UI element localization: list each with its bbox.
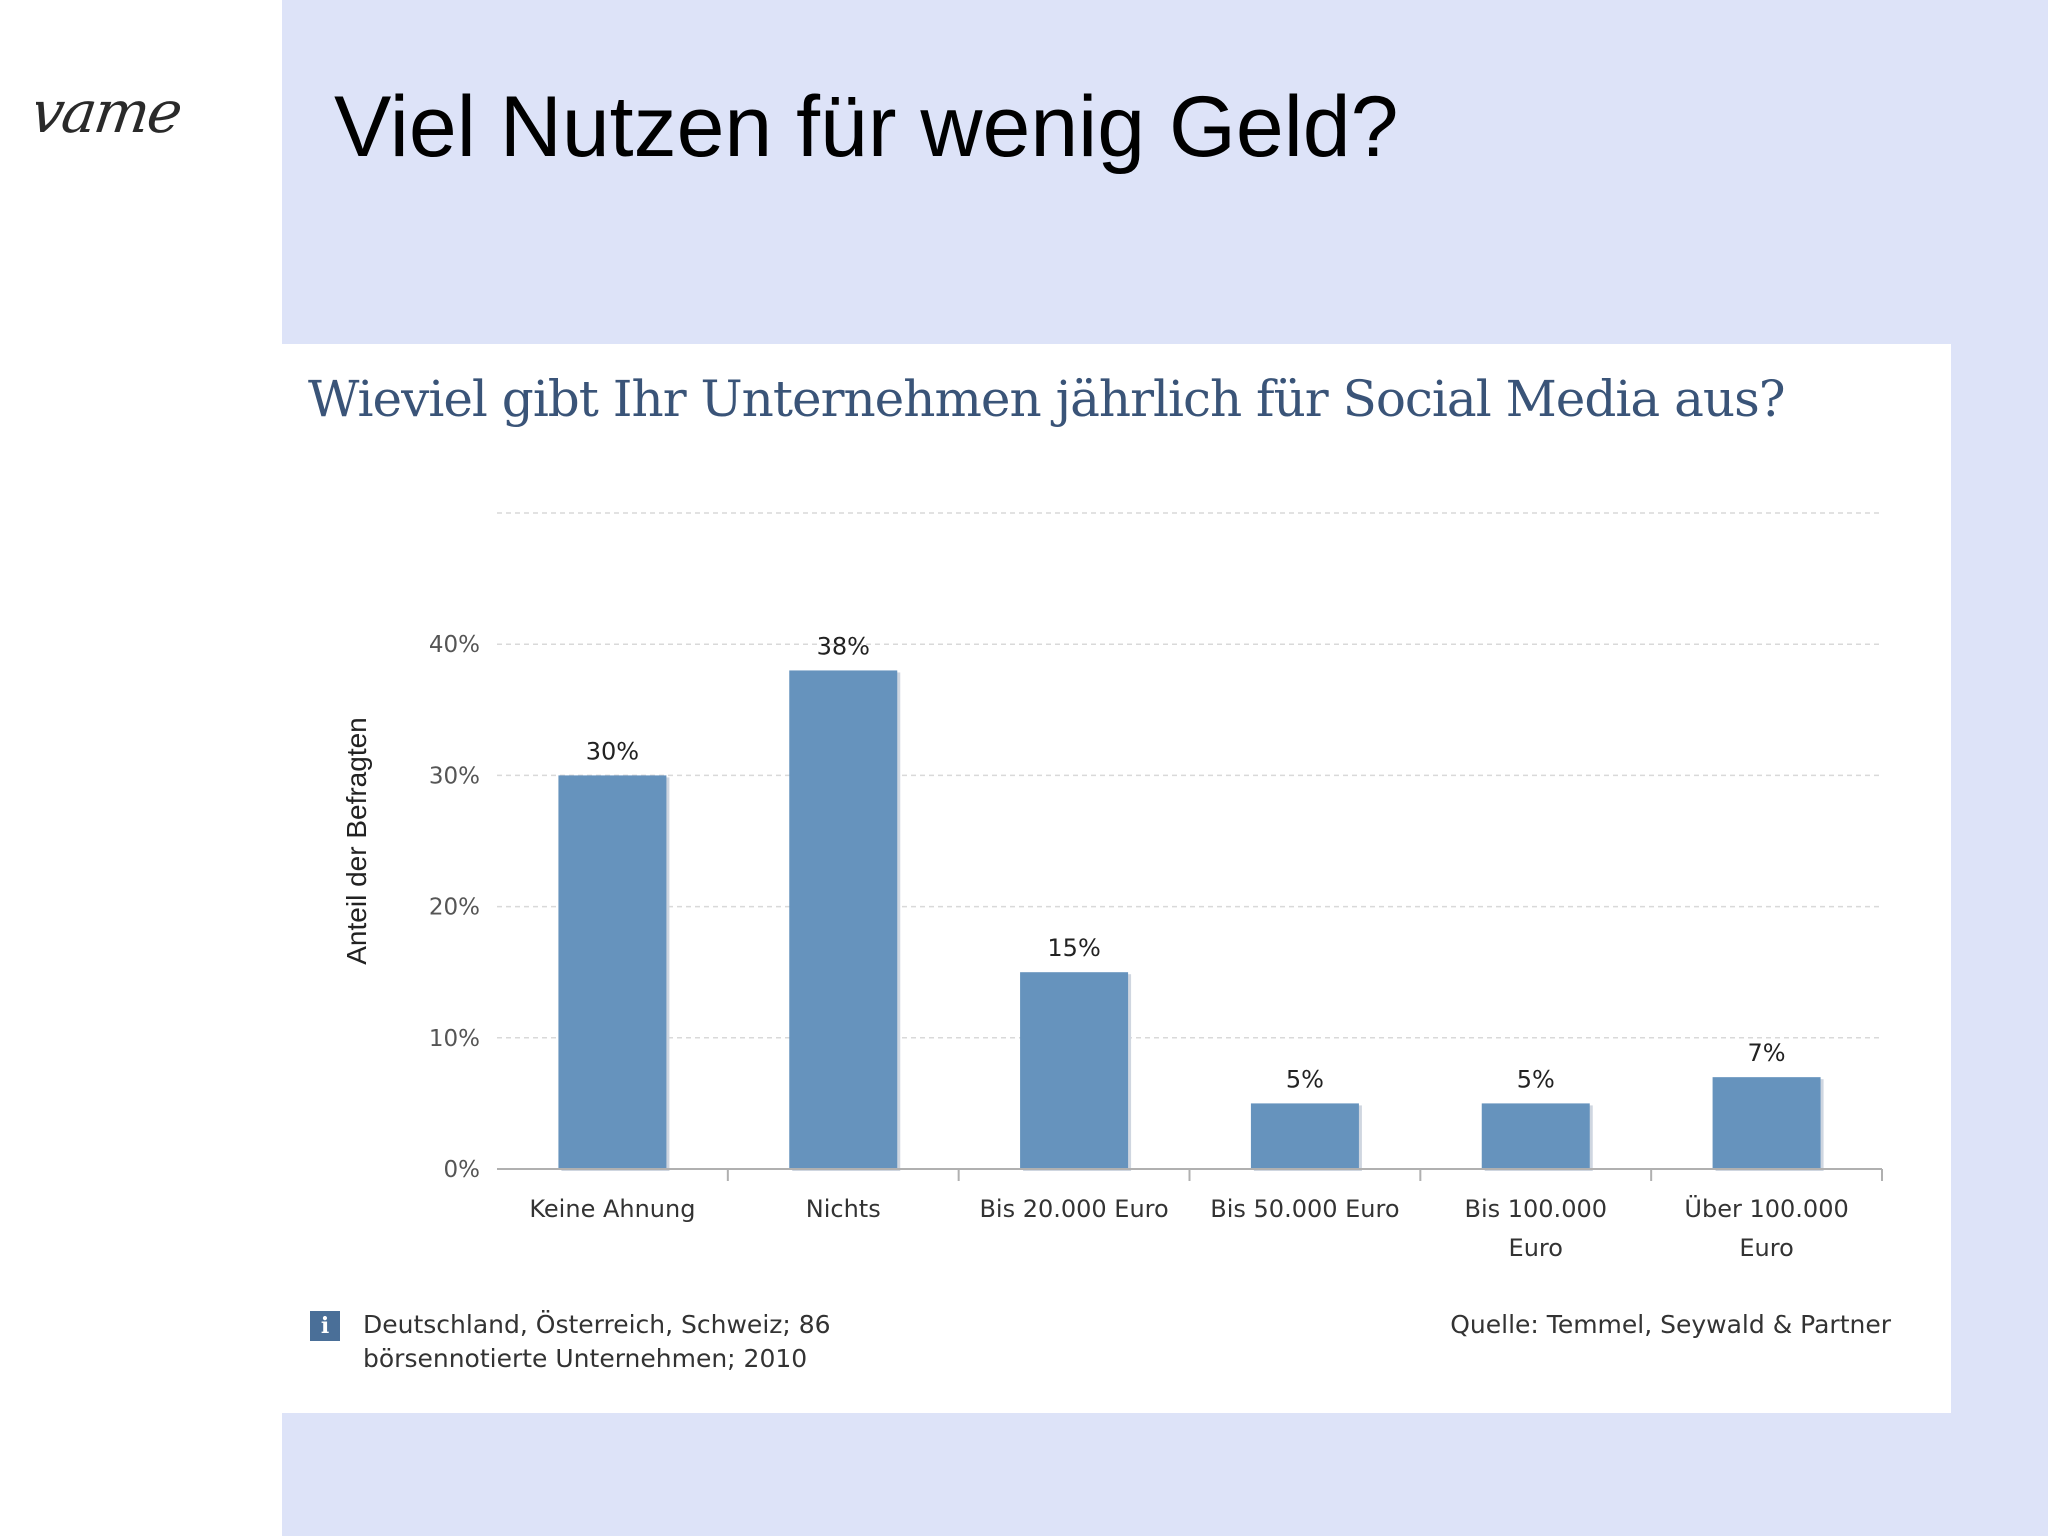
x-tick-label: Über 100.000	[1684, 1194, 1848, 1223]
left-sidebar: vame	[0, 0, 282, 1536]
bar	[789, 670, 898, 1169]
slide-title: Viel Nutzen für wenig Geld?	[334, 79, 1399, 175]
y-tick-label: 20%	[429, 895, 480, 921]
bar	[1481, 1103, 1590, 1169]
bar-value-label: 15%	[1047, 934, 1100, 962]
bar-value-label: 5%	[1286, 1065, 1324, 1093]
y-tick-label: 30%	[429, 763, 480, 789]
source-note: Quelle: Temmel, Seywald & Partner	[1450, 1310, 1891, 1339]
chart-panel: Wieviel gibt Ihr Unternehmen jährlich fü…	[282, 344, 1951, 1413]
vame-logo: vame	[36, 80, 185, 146]
x-tick-label: Nichts	[806, 1195, 881, 1223]
chart-title: Wieviel gibt Ihr Unternehmen jährlich fü…	[308, 370, 1786, 428]
x-tick-label: Keine Ahnung	[529, 1195, 695, 1223]
bar	[1020, 972, 1129, 1169]
footnote: Deutschland, Österreich, Schweiz; 86 bör…	[363, 1310, 831, 1373]
bar	[558, 775, 667, 1169]
y-tick-label: 10%	[429, 1026, 480, 1052]
bar-value-label: 7%	[1748, 1039, 1786, 1067]
svg-text:vame: vame	[36, 80, 185, 146]
y-tick-label: 40%	[429, 632, 480, 658]
info-icon[interactable]: i	[310, 1311, 340, 1341]
bar-value-label: 30%	[586, 737, 639, 765]
bar	[1250, 1103, 1359, 1169]
x-tick-label: Euro	[1509, 1234, 1563, 1262]
bar-value-label: 5%	[1517, 1065, 1555, 1093]
bar	[1712, 1077, 1821, 1169]
bar-value-label: 38%	[817, 632, 870, 660]
x-tick-label: Bis 50.000 Euro	[1210, 1195, 1399, 1223]
x-tick-label: Bis 20.000 Euro	[979, 1195, 1168, 1223]
x-tick-label: Euro	[1739, 1234, 1793, 1262]
bar-chart: 0% 10% 20% 30% 40% Anteil der Befragten 30% Kei…	[341, 512, 1883, 1262]
y-axis-label: Anteil der Befragten	[341, 717, 372, 965]
y-tick-label: 0%	[444, 1157, 481, 1183]
x-tick-label: Bis 100.000	[1464, 1195, 1607, 1223]
